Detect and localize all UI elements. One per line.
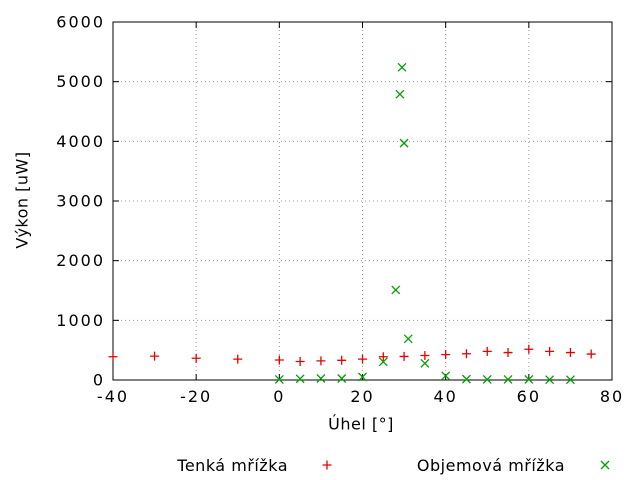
data-point-cross xyxy=(403,334,413,344)
data-point-cross xyxy=(378,357,388,367)
legend-marker-plus xyxy=(322,460,332,470)
data-point-plus xyxy=(358,354,367,364)
y-tick-label: 4000 xyxy=(56,132,105,151)
x-tick-label: 0 xyxy=(273,387,285,406)
x-tick-label: 80 xyxy=(600,387,624,406)
data-point-cross xyxy=(420,358,430,368)
y-tick-label: 5000 xyxy=(56,72,105,91)
data-point-cross xyxy=(397,62,407,72)
data-point-plus xyxy=(586,349,596,359)
data-point-cross xyxy=(482,374,492,384)
data-point-cross xyxy=(316,374,326,383)
data-point-cross xyxy=(503,374,513,384)
x-tick-label: 40 xyxy=(433,387,457,406)
y-axis-title: Výkon [uW] xyxy=(12,151,32,249)
legend-label-objemova-mrizka: Objemová mřížka xyxy=(416,456,565,475)
y-tick-label: 6000 xyxy=(56,13,105,32)
data-point-cross xyxy=(545,375,555,385)
data-point-plus xyxy=(545,346,555,356)
data-point-plus xyxy=(524,344,534,354)
data-point-plus xyxy=(441,350,451,360)
data-point-cross xyxy=(441,371,451,381)
data-point-plus xyxy=(565,348,575,358)
data-point-plus xyxy=(108,352,118,362)
x-tick-label: 60 xyxy=(517,387,541,406)
data-point-plus xyxy=(461,349,471,359)
data-point-cross xyxy=(358,372,367,382)
legend-label-tenka-mrizka: Tenká mřížka xyxy=(177,456,288,475)
data-point-cross xyxy=(337,374,347,383)
data-point-plus xyxy=(482,346,492,356)
x-tick-label: -40 xyxy=(97,387,129,406)
data-point-cross xyxy=(565,375,575,385)
data-point-cross xyxy=(395,89,405,99)
x-tick-label: 20 xyxy=(350,387,374,406)
data-point-plus xyxy=(420,351,430,361)
data-point-cross xyxy=(295,374,305,384)
data-point-plus xyxy=(316,356,326,366)
x-axis-title: Úhel [°] xyxy=(328,414,394,434)
y-tick-label: 3000 xyxy=(56,192,105,211)
data-point-plus xyxy=(295,357,305,367)
y-tick-label: 1000 xyxy=(56,311,105,330)
data-point-plus xyxy=(150,351,160,361)
y-tick-label: 0 xyxy=(93,371,105,390)
x-tick-label: -20 xyxy=(180,387,212,406)
y-tick-label: 2000 xyxy=(56,251,105,270)
data-point-cross xyxy=(524,374,534,384)
data-point-cross xyxy=(391,285,401,295)
data-point-plus xyxy=(233,354,243,364)
data-point-cross xyxy=(461,374,471,384)
data-point-plus xyxy=(399,351,409,361)
data-point-cross xyxy=(274,374,284,384)
legend-marker-cross xyxy=(600,460,610,470)
data-point-cross xyxy=(399,138,409,148)
data-point-plus xyxy=(274,355,284,365)
data-point-plus xyxy=(503,348,513,358)
data-point-plus xyxy=(191,353,201,363)
data-point-plus xyxy=(378,352,388,362)
data-point-plus xyxy=(337,355,347,365)
